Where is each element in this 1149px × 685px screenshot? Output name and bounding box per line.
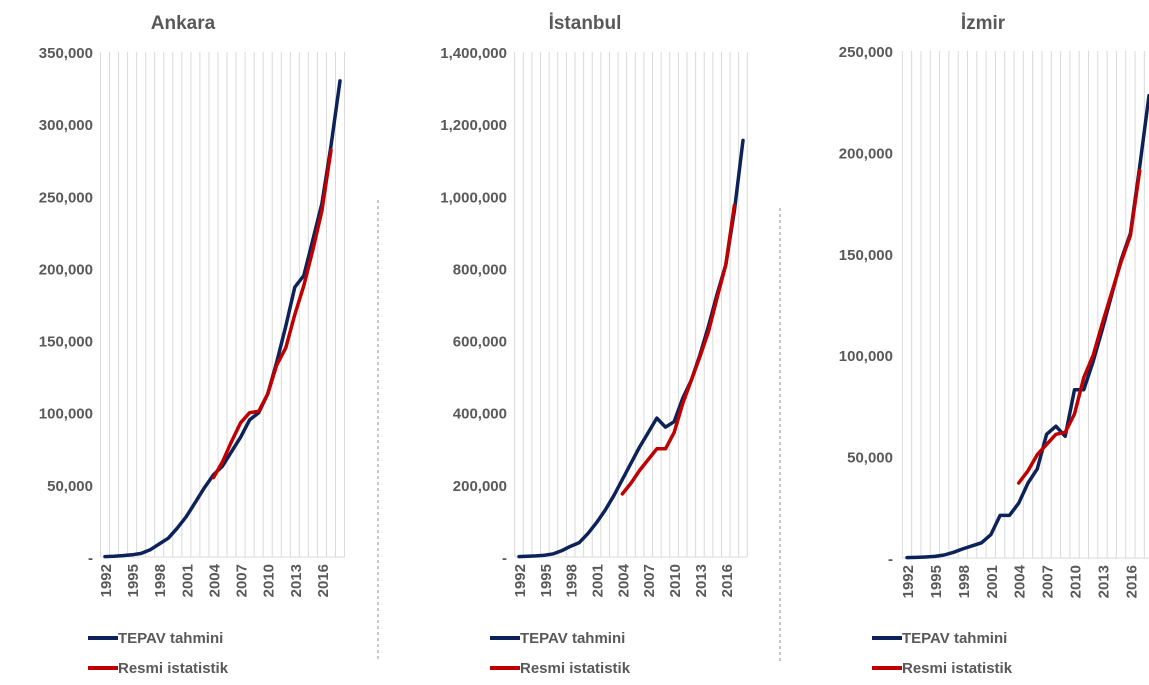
chart-title: İstanbul (549, 13, 622, 34)
y-tick-label: 1,200,000 (440, 117, 507, 134)
y-tick-label: 50,000 (47, 478, 93, 495)
x-tick-label: 2010 (667, 564, 684, 597)
series-line-resmi (620, 203, 737, 496)
series-line-tepav (905, 93, 1149, 560)
y-tick-label: - (502, 550, 507, 567)
x-tick-label: 1995 (928, 565, 945, 598)
y-tick-label: - (88, 550, 93, 567)
x-tick-label: 2016 (315, 564, 332, 597)
x-tick-label: 2013 (1095, 565, 1112, 598)
x-tick-label: 2016 (1123, 565, 1140, 598)
x-tick-label: 2004 (1012, 564, 1029, 598)
y-tick-label: 400,000 (453, 406, 507, 423)
series-line-resmi (211, 148, 333, 480)
x-tick-label: 2007 (641, 564, 658, 597)
y-tick-label: 250,000 (39, 189, 93, 206)
legend-label: TEPAV tahmini (902, 630, 1007, 647)
x-tick-label: 2013 (693, 564, 710, 597)
chart-panel-2: İstanbul - 200,000 400,000 600,000 800,000 1,0… (440, 13, 748, 677)
y-tick-label: 200,000 (453, 478, 507, 495)
y-tick-label: 1,400,000 (440, 45, 507, 62)
legend-label: TEPAV tahmini (118, 630, 223, 647)
x-tick-label: 1998 (956, 565, 973, 598)
x-tick-label: 1995 (538, 564, 555, 597)
x-tick-label: 2013 (288, 564, 305, 597)
y-tick-label: 100,000 (839, 348, 893, 365)
chart-title: Ankara (151, 13, 216, 34)
y-tick-label: 50,000 (847, 450, 893, 467)
y-tick-label: 200,000 (39, 261, 93, 278)
y-tick-label: 800,000 (453, 261, 507, 278)
y-tick-label: 150,000 (839, 247, 893, 264)
x-tick-label: 2007 (1040, 565, 1057, 598)
x-tick-label: 2010 (261, 564, 278, 597)
x-tick-label: 2001 (590, 564, 607, 597)
legend-label: Resmi istatistik (118, 660, 229, 677)
x-tick-label: 2010 (1068, 565, 1085, 598)
series-line-tepav (517, 138, 745, 559)
y-tick-label: 1,000,000 (440, 189, 507, 206)
x-tick-label: 2004 (615, 563, 632, 597)
x-tick-label: 1992 (98, 564, 115, 597)
series-line-tepav (103, 79, 342, 559)
legend-label: Resmi istatistik (902, 660, 1013, 677)
x-tick-label: 1998 (564, 564, 581, 597)
x-tick-label: 1998 (152, 564, 169, 597)
y-tick-label: - (888, 551, 893, 568)
x-tick-label: 2001 (984, 565, 1001, 598)
y-tick-label: 250,000 (839, 44, 893, 61)
chart-panel-3: İzmir - 50,000 100,000 150,000 200,000 250,000… (839, 13, 1149, 677)
x-tick-label: 2001 (179, 564, 196, 597)
x-tick-label: 1992 (900, 565, 917, 598)
y-tick-label: 300,000 (39, 117, 93, 134)
chart-title: İzmir (961, 13, 1006, 34)
x-tick-label: 1995 (125, 564, 142, 597)
y-tick-label: 100,000 (39, 406, 93, 423)
chart-panel-1: Ankara - 50,000 100,000 150,000 200,000 250,00… (39, 13, 346, 677)
y-tick-label: 600,000 (453, 334, 507, 351)
y-tick-label: 350,000 (39, 45, 93, 62)
series-line-resmi (1016, 168, 1142, 485)
x-tick-label: 2007 (234, 564, 251, 597)
y-tick-label: 200,000 (839, 145, 893, 162)
y-tick-label: 150,000 (39, 334, 93, 351)
x-tick-label: 2016 (719, 564, 736, 597)
legend-label: Resmi istatistik (520, 660, 631, 677)
x-tick-label: 2004 (206, 563, 223, 597)
legend-label: TEPAV tahmini (520, 630, 625, 647)
x-tick-label: 1992 (512, 564, 529, 597)
